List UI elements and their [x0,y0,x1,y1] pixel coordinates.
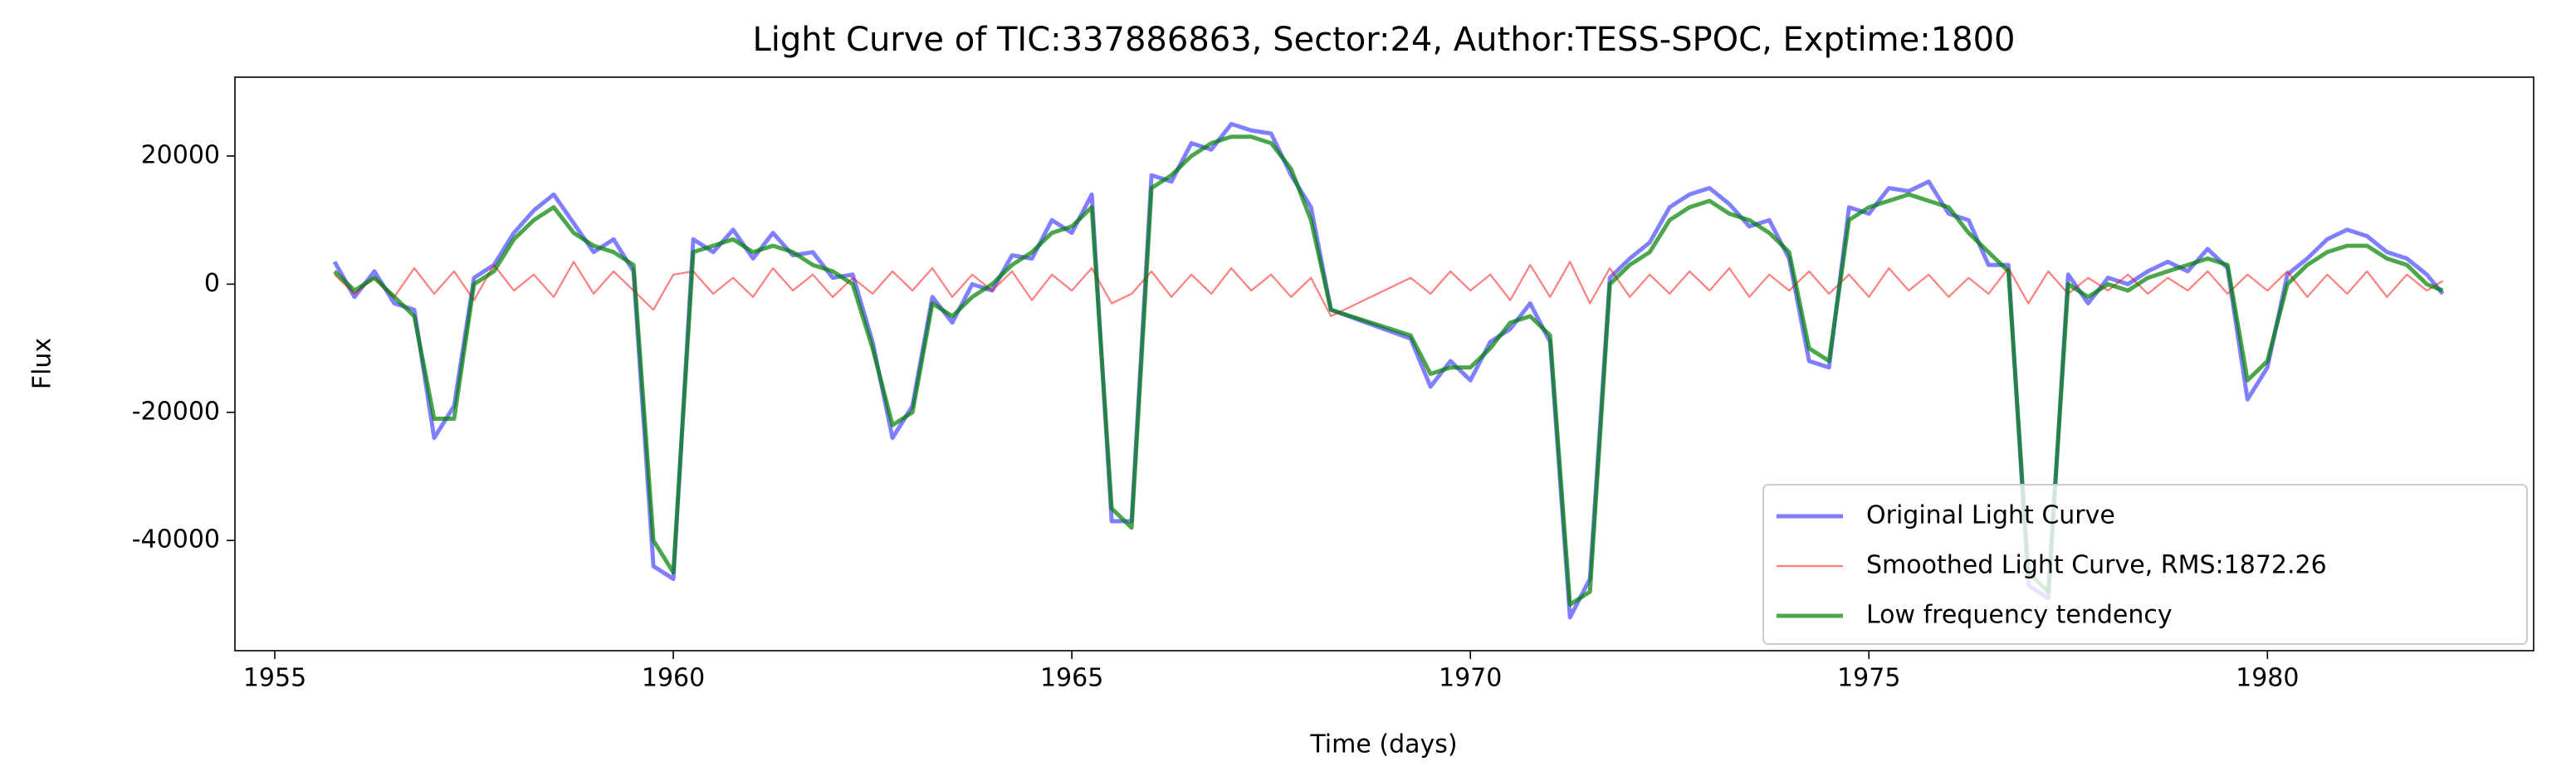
x-tick-label: 1955 [243,664,306,693]
chart-title: Light Curve of TIC:337886863, Sector:24,… [752,21,2015,59]
y-tick-label: -40000 [132,525,220,554]
legend-label: Original Light Curve [1866,501,2115,530]
x-axis-label: Time (days) [1309,730,1457,759]
x-tick-label: 1980 [2236,664,2299,693]
plot-frame [234,76,2534,652]
y-axis-label: Flux [28,338,57,389]
x-tick-label: 1965 [1040,664,1103,693]
legend-label: Low frequency tendency [1866,601,2173,630]
x-tick-label: 1975 [1837,664,1900,693]
legend-label: Smoothed Light Curve, RMS:1872.26 [1866,551,2327,580]
legend-box [1762,484,2528,645]
y-tick-label: 0 [204,269,220,298]
x-tick-label: 1960 [642,664,705,693]
data-line [333,134,2444,607]
y-tick-label: -20000 [132,397,220,426]
y-tick-label: 20000 [141,140,220,169]
x-tick-label: 1970 [1439,664,1502,693]
